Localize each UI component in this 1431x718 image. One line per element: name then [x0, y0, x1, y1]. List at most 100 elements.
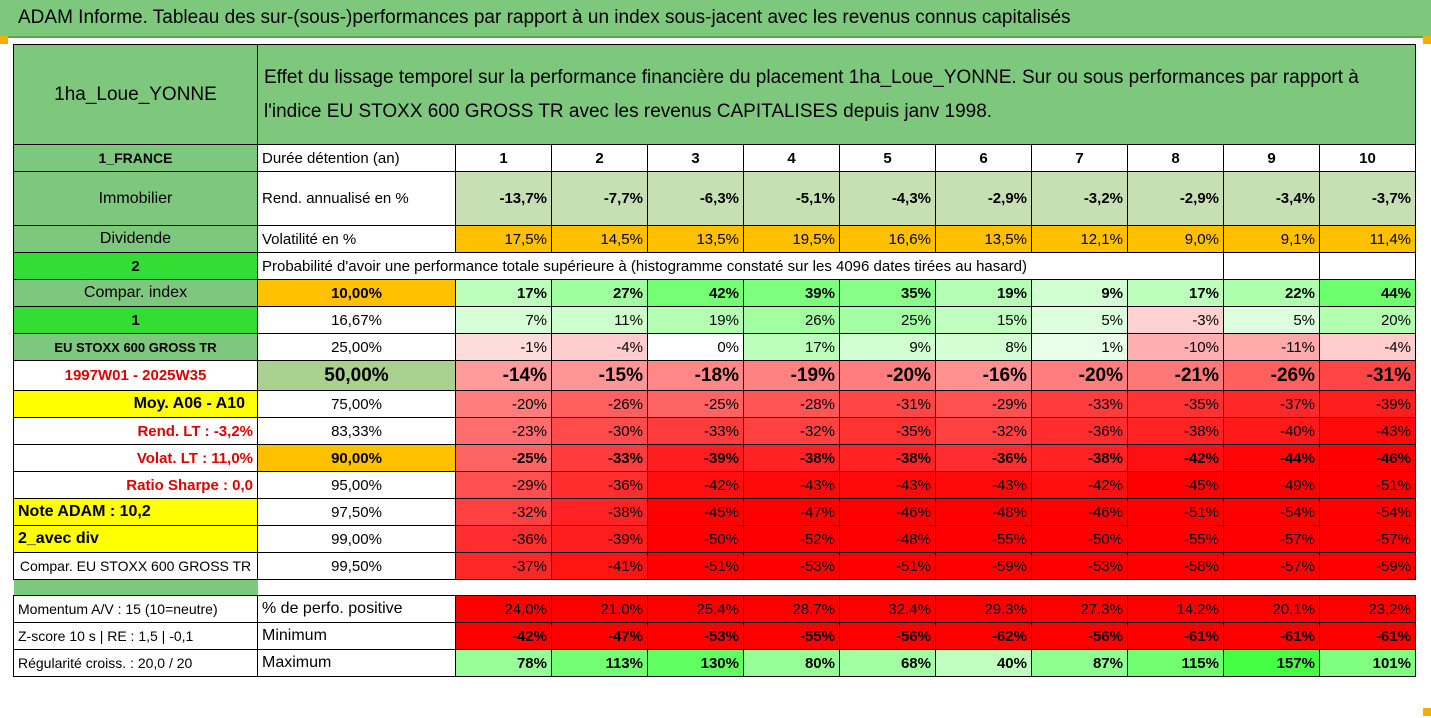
percentile-value: -51%: [1319, 471, 1416, 499]
vol-value: 12,1%: [1031, 225, 1128, 253]
percentile-value: -46%: [1319, 444, 1416, 472]
percentile-value: -54%: [1223, 498, 1320, 526]
percentile-threshold: 16,67%: [257, 306, 456, 334]
percentile-value: -57%: [1223, 525, 1320, 553]
positive-value: 27,3%: [1031, 595, 1128, 623]
vol-value: 19,5%: [743, 225, 840, 253]
percentile-value: -45%: [647, 498, 744, 526]
percentile-value: -31%: [1319, 360, 1416, 391]
maximum-value: 78%: [455, 649, 552, 677]
side-label: Compar. EU STOXX 600 GROSS TR: [13, 552, 258, 580]
percentile-value: -10%: [1127, 333, 1224, 361]
two-label: 2: [13, 252, 258, 280]
percentile-value: -33%: [1031, 390, 1128, 418]
minimum-row: Z-score 10 s | RE : 1,5 | -0,1 Minimum -42…: [13, 622, 1416, 650]
percentile-value: -55%: [1127, 525, 1224, 553]
positive-value: 25,4%: [647, 595, 744, 623]
year-header: 6: [935, 144, 1032, 172]
minimum-value: -61%: [1319, 622, 1416, 650]
rend-value: -6,3%: [647, 171, 744, 226]
percentile-value: -57%: [1223, 552, 1320, 580]
percentile-value: -59%: [1319, 552, 1416, 580]
corner-marker-right: [1423, 36, 1431, 44]
rend-value: -4,3%: [839, 171, 936, 226]
percentile-value: -36%: [455, 525, 552, 553]
corner-marker-left: [0, 36, 8, 44]
percentile-value: 19%: [935, 279, 1032, 307]
spacer-blank: [258, 580, 1416, 596]
maximum-value: 113%: [551, 649, 648, 677]
vol-value: 14,5%: [551, 225, 648, 253]
side-label: Moy. A06 - A10: [13, 390, 258, 418]
rend-value: -2,9%: [1127, 171, 1224, 226]
title-bar: ADAM Informe. Tableau des sur-(sous-)per…: [0, 0, 1431, 38]
minimum-value: -55%: [743, 622, 840, 650]
positive-value: 23,2%: [1319, 595, 1416, 623]
percentile-row: 1997W01 - 2025W35 50,00% -14% -15% -18% -19% -…: [13, 360, 1416, 391]
rend-row: Immobilier Rend. annualisé en % -13,7% -7,7…: [13, 171, 1416, 226]
percentile-value: -38%: [1031, 444, 1128, 472]
investment-name: 1ha_Loue_YONNE: [13, 44, 258, 145]
percentile-value: -38%: [551, 498, 648, 526]
percentile-value: 42%: [647, 279, 744, 307]
year-header: 2: [551, 144, 648, 172]
percentile-value: -43%: [839, 471, 936, 499]
vol-value: 11,4%: [1319, 225, 1416, 253]
percentile-threshold: 75,00%: [257, 390, 456, 418]
percentile-value: -4%: [1319, 333, 1416, 361]
percentile-value: 9%: [839, 333, 936, 361]
percentile-value: 1%: [1031, 333, 1128, 361]
percentile-value: -16%: [935, 360, 1032, 391]
percentile-value: -42%: [647, 471, 744, 499]
percentile-value: -51%: [1127, 498, 1224, 526]
maximum-value: 80%: [743, 649, 840, 677]
percentile-value: -29%: [455, 471, 552, 499]
percentile-value: 19%: [647, 306, 744, 334]
percentile-value: -20%: [1031, 360, 1128, 391]
percentile-value: -4%: [551, 333, 648, 361]
maximum-row: Régularité croiss. : 20,0 / 20 Maximum 78%…: [13, 649, 1416, 677]
percentile-value: -59%: [935, 552, 1032, 580]
maximum-value: 115%: [1127, 649, 1224, 677]
side-label: Rend. LT : -3,2%: [13, 417, 258, 445]
percentile-row: Ratio Sharpe : 0,0 95,00% -29% -36% -42% -43%…: [13, 471, 1416, 499]
vol-value: 9,0%: [1127, 225, 1224, 253]
spacer-row: [13, 579, 1416, 596]
percentile-value: 7%: [455, 306, 552, 334]
percentile-threshold: 25,00%: [257, 333, 456, 361]
percentile-value: -26%: [551, 390, 648, 418]
percentile-value: -48%: [935, 498, 1032, 526]
percentile-value: -38%: [1127, 417, 1224, 445]
percentile-value: -20%: [455, 390, 552, 418]
percentile-value: 5%: [1223, 306, 1320, 334]
header-row: 1ha_Loue_YONNE Effet du lissage temporel …: [13, 44, 1416, 145]
percentile-row: Compar. index 10,00% 17% 27% 42% 39% 35% 19% 9% 1…: [13, 279, 1416, 307]
percentile-value: 35%: [839, 279, 936, 307]
vol-value: 9,1%: [1223, 225, 1320, 253]
rend-value: -5,1%: [743, 171, 840, 226]
percentile-value: -44%: [1223, 444, 1320, 472]
momentum-label: Momentum A/V : 15 (10=neutre): [13, 595, 258, 623]
percentile-value: -43%: [743, 471, 840, 499]
percentile-value: 8%: [935, 333, 1032, 361]
percentile-value: -35%: [1127, 390, 1224, 418]
rend-value: -2,9%: [935, 171, 1032, 226]
year-header: 7: [1031, 144, 1128, 172]
side-label: Compar. index: [13, 279, 258, 307]
minimum-value: -61%: [1223, 622, 1320, 650]
zscore-label: Z-score 10 s | RE : 1,5 | -0,1: [13, 622, 258, 650]
percentile-row: Compar. EU STOXX 600 GROSS TR 99,50% -37% -…: [13, 552, 1416, 580]
percentile-value: -40%: [1223, 417, 1320, 445]
year-header: 1: [455, 144, 552, 172]
percentile-value: -36%: [935, 444, 1032, 472]
rend-value: -13,7%: [455, 171, 552, 226]
percentile-value: -36%: [551, 471, 648, 499]
positive-value: 20,1%: [1223, 595, 1320, 623]
percentile-value: -35%: [839, 417, 936, 445]
side-label: 1997W01 - 2025W35: [13, 360, 258, 391]
year-header: 10: [1319, 144, 1416, 172]
percentile-value: -37%: [455, 552, 552, 580]
dividend-label: Dividende: [13, 225, 258, 253]
percentile-row: 1 16,67% 7% 11% 19% 26% 25% 15% 5% -3% 5% 20%: [13, 306, 1416, 334]
percentile-value: -41%: [551, 552, 648, 580]
